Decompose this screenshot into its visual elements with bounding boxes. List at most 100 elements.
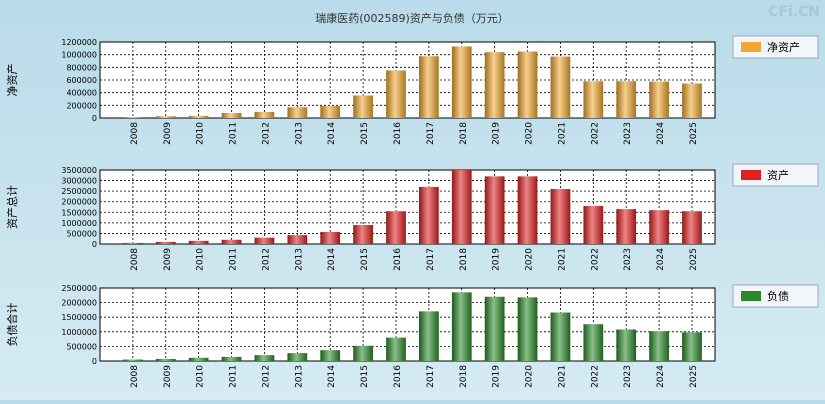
bar-2013 xyxy=(287,353,308,361)
bar-2019 xyxy=(484,52,505,119)
x-tick-label: 2018 xyxy=(459,365,469,388)
y-tick-label: 500000 xyxy=(66,342,97,351)
y-tick-label: 1000000 xyxy=(61,51,97,60)
bar-2023 xyxy=(616,81,637,118)
bar-2010 xyxy=(188,115,209,118)
x-tick-label: 2020 xyxy=(525,122,535,145)
legend-box xyxy=(732,35,819,59)
bar-2022 xyxy=(583,205,604,244)
x-tick-label: 2008 xyxy=(130,122,140,145)
x-tick-label: 2018 xyxy=(459,122,469,145)
bar-2024 xyxy=(649,81,669,118)
bar-2024 xyxy=(649,210,669,244)
bar-2011 xyxy=(221,356,242,361)
plot-area xyxy=(99,169,716,245)
y-axis-label: 负债合计 xyxy=(5,303,19,347)
x-tick-label: 2020 xyxy=(525,248,535,271)
bar-2013 xyxy=(287,235,308,244)
legend-swatch xyxy=(741,291,761,301)
bar-2012 xyxy=(254,237,275,244)
x-tick-label: 2011 xyxy=(229,365,239,388)
x-tick-label: 2025 xyxy=(689,248,699,271)
x-tick-label: 2013 xyxy=(294,122,304,145)
bar-2016 xyxy=(386,70,406,118)
bar-2017 xyxy=(419,186,439,244)
y-tick-label: 1000000 xyxy=(61,219,97,228)
legend-swatch xyxy=(741,170,761,180)
x-tick-label: 2016 xyxy=(393,365,403,388)
bar-2015 xyxy=(353,224,373,244)
x-tick-label: 2008 xyxy=(130,365,140,388)
plot-area xyxy=(99,287,716,362)
x-tick-label: 2024 xyxy=(656,248,666,271)
x-tick-label: 2010 xyxy=(196,365,206,388)
x-tick-label: 2017 xyxy=(426,122,436,145)
legend: 资产 xyxy=(732,163,819,187)
x-tick-label: 2021 xyxy=(557,122,567,145)
x-tick-label: 2024 xyxy=(656,122,666,145)
x-tick-label: 2012 xyxy=(261,122,271,145)
x-tick-label: 2014 xyxy=(327,365,337,388)
bar-2022 xyxy=(583,324,604,361)
bar-2024 xyxy=(649,331,669,361)
x-tick-label: 2009 xyxy=(163,248,173,271)
legend-label: 资产 xyxy=(767,168,789,182)
bar-2020 xyxy=(517,176,538,244)
bar-2021 xyxy=(550,189,571,244)
legend: 负债 xyxy=(732,284,819,308)
bar-2025 xyxy=(682,83,702,118)
x-tick-label: 2013 xyxy=(294,248,304,271)
bar-2025 xyxy=(682,332,702,361)
x-tick-label: 2015 xyxy=(360,248,370,271)
bar-2020 xyxy=(517,297,538,361)
y-tick-label: 3000000 xyxy=(61,177,97,186)
chart-panel: 1200000 1000000 800000 600000 400000 200000 0 2… xyxy=(5,35,819,145)
x-tick-label: 2011 xyxy=(229,248,239,271)
bar-2012 xyxy=(254,355,275,361)
y-tick-label: 0 xyxy=(92,114,97,123)
bar-2010 xyxy=(188,240,209,244)
bar-2015 xyxy=(353,345,373,361)
bar-2016 xyxy=(386,337,406,361)
x-tick-label: 2022 xyxy=(590,122,600,145)
bar-2017 xyxy=(419,56,439,118)
x-tick-label: 2019 xyxy=(492,248,502,271)
y-tick-label: 3500000 xyxy=(61,166,97,175)
legend-box xyxy=(732,163,819,187)
x-tick-label: 2014 xyxy=(327,248,337,271)
y-tick-label: 1500000 xyxy=(61,208,97,217)
y-tick-label: 1500000 xyxy=(61,313,97,322)
y-tick-label: 800000 xyxy=(66,63,97,72)
bar-2023 xyxy=(616,329,637,361)
x-tick-label: 2011 xyxy=(229,122,239,145)
bar-2017 xyxy=(419,311,439,361)
bar-2011 xyxy=(221,112,242,118)
bar-2019 xyxy=(484,176,505,244)
x-tick-label: 2009 xyxy=(163,122,173,145)
x-tick-label: 2012 xyxy=(261,365,271,388)
y-tick-label: 1000000 xyxy=(61,328,97,337)
x-tick-label: 2022 xyxy=(590,248,600,271)
chart-panel: 2500000 2000000 1500000 1000000 500000 0 2008 2… xyxy=(5,284,819,388)
x-tick-label: 2013 xyxy=(294,365,304,388)
chart-title: 瑞康医药(002589)资产与负债（万元） xyxy=(315,11,509,25)
bar-2014 xyxy=(320,231,341,244)
x-tick-label: 2022 xyxy=(590,365,600,388)
bar-2018 xyxy=(451,292,472,361)
y-tick-label: 2500000 xyxy=(61,284,97,293)
x-tick-label: 2017 xyxy=(426,365,436,388)
x-tick-label: 2012 xyxy=(261,248,271,271)
bar-2019 xyxy=(484,296,505,361)
x-tick-label: 2009 xyxy=(163,365,173,388)
x-tick-label: 2010 xyxy=(196,122,206,145)
bar-2011 xyxy=(221,239,242,244)
y-axis-label: 资产总计 xyxy=(5,185,19,229)
bar-2023 xyxy=(616,209,637,244)
x-tick-label: 2025 xyxy=(689,122,699,145)
x-tick-label: 2020 xyxy=(525,365,535,388)
bar-2012 xyxy=(254,111,275,118)
bar-2008 xyxy=(123,242,143,244)
